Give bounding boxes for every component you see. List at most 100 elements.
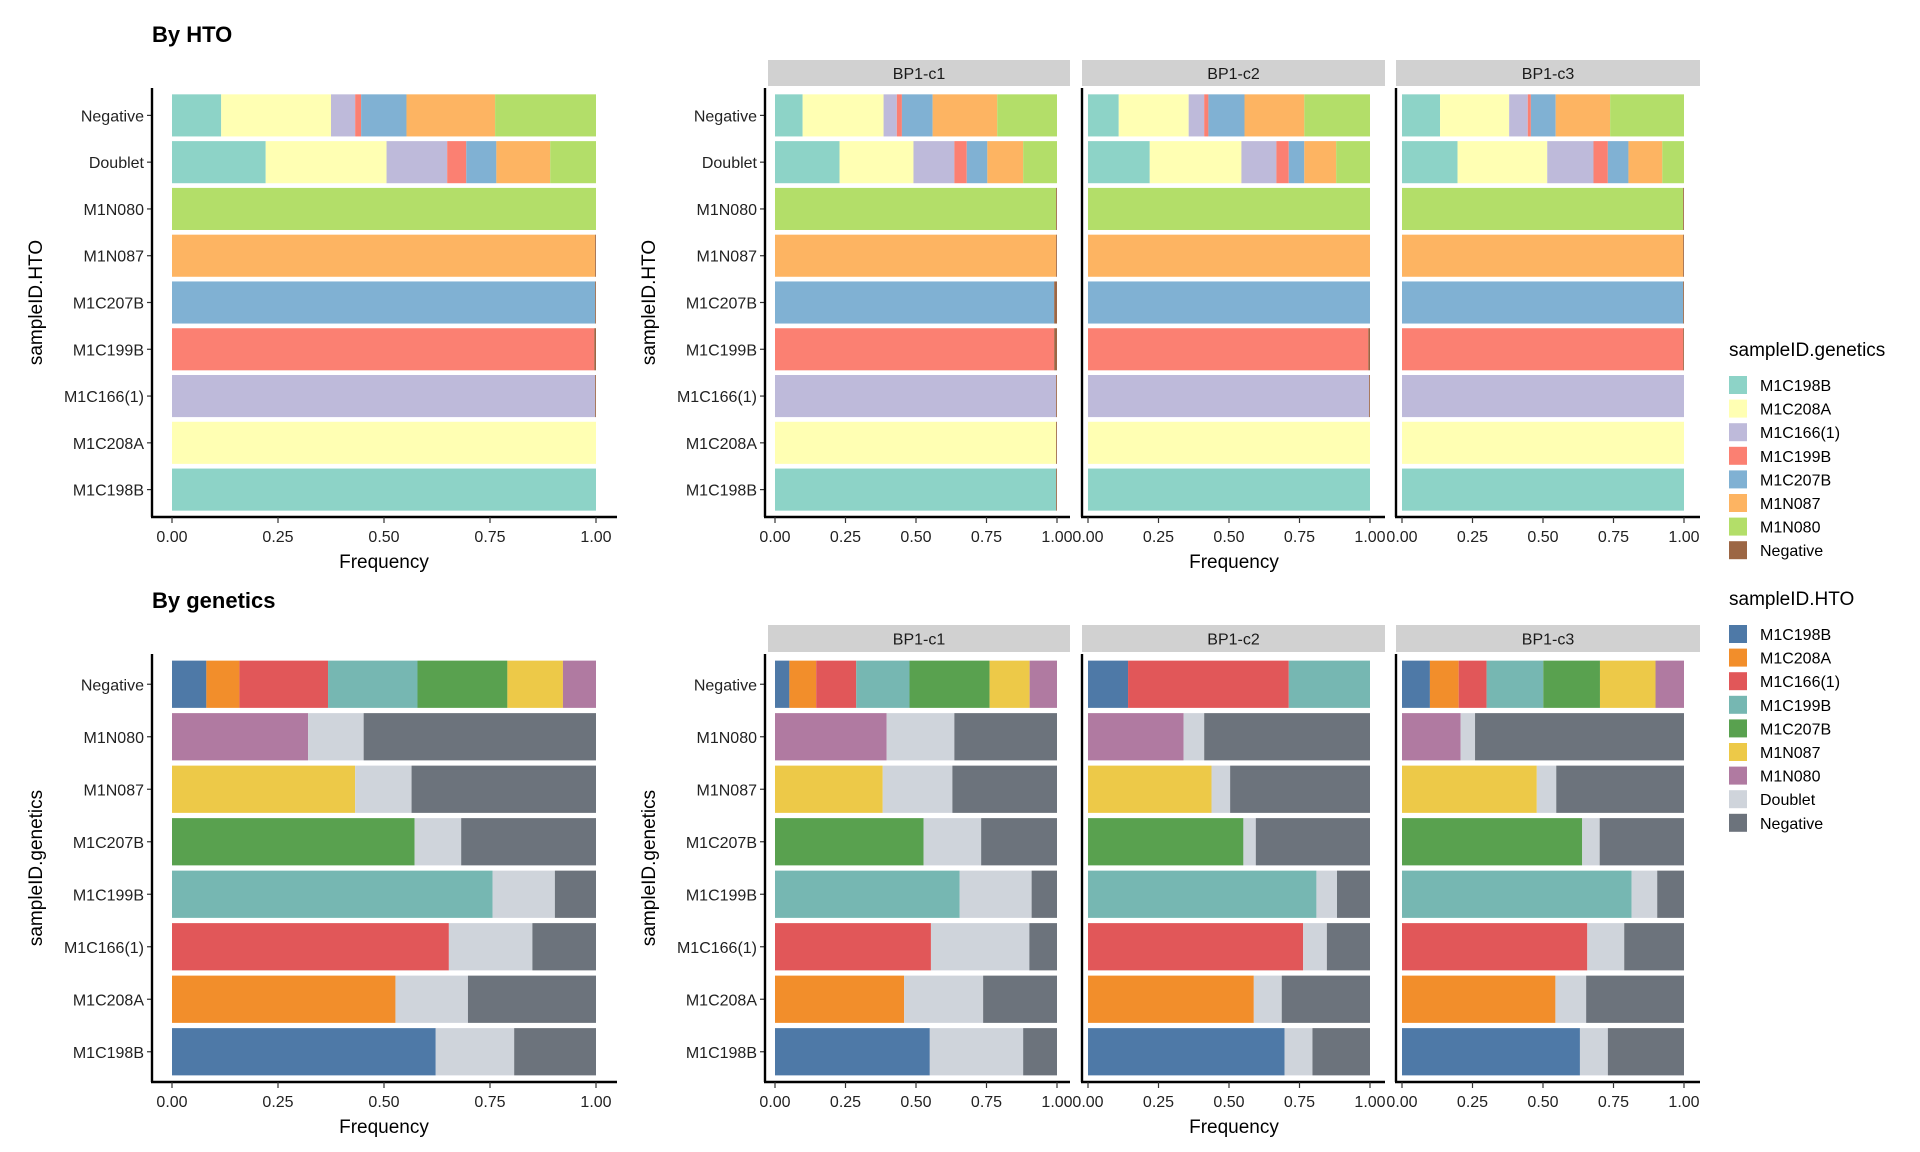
bar-segment: [1402, 923, 1588, 971]
legend-label: M1C208A: [1760, 402, 1831, 419]
x-tick-label: 0.50: [368, 529, 399, 546]
legend-key: [1729, 672, 1747, 691]
x-axis-title: Frequency: [1189, 1117, 1279, 1138]
bar-segment: [1579, 1028, 1608, 1076]
x-tick-label: 0.25: [1143, 1094, 1174, 1111]
bar-segment: [594, 328, 596, 371]
bar-segment: [1326, 923, 1370, 971]
legend-label: Negative: [1760, 543, 1823, 560]
y-tick-label: M1C207B: [686, 835, 757, 852]
legend-key: [1729, 648, 1747, 667]
bar-segment: [1128, 660, 1289, 708]
legend-label: M1C166(1): [1760, 425, 1840, 442]
facet-strip: [1082, 625, 1385, 652]
x-tick-label: 1.00: [1354, 1094, 1385, 1111]
bar-segment: [775, 328, 1055, 371]
bar-segment: [1284, 1028, 1313, 1076]
bar-segment: [987, 141, 1024, 184]
bar-segment: [904, 975, 984, 1023]
x-tick-label: 0.25: [262, 1094, 293, 1111]
bar-segment: [172, 468, 596, 511]
bar-segment: [467, 975, 596, 1023]
x-tick-label: 1.00: [580, 1094, 611, 1111]
bar-segment: [1457, 141, 1548, 184]
bar-segment: [172, 281, 596, 324]
bar-segment: [1607, 141, 1629, 184]
bar-segment: [1402, 660, 1430, 708]
x-tick-label: 0.75: [1598, 1094, 1629, 1111]
y-axis-title: sampleID.HTO: [26, 240, 47, 365]
legend-key: [1729, 790, 1747, 809]
bar-segment: [172, 713, 309, 761]
panels: Negative Doublet M1N080 M1N087 M1C207B M1C199…: [26, 60, 1700, 1138]
bar-segment: [550, 141, 596, 184]
panel-0: Negative Doublet M1N080 M1N087 M1C207B M1C199…: [26, 88, 617, 546]
bar-segment: [496, 141, 551, 184]
y-tick-label: Doublet: [89, 155, 145, 172]
y-tick-label: M1C198B: [73, 1045, 144, 1062]
bar-segment: [172, 818, 415, 866]
bar-segment: [1088, 1028, 1285, 1076]
bar-segment: [172, 94, 222, 137]
bar-segment: [775, 187, 1057, 230]
x-tick-label: 0.50: [1527, 1094, 1558, 1111]
section-title-by-hto: By HTO: [152, 22, 232, 47]
bar-segment: [816, 660, 857, 708]
x-tick-label: 0.75: [474, 529, 505, 546]
facet-strip: [768, 60, 1070, 86]
legend-key: [1729, 695, 1747, 714]
y-tick-label: Negative: [694, 108, 757, 125]
y-tick-label: M1C166(1): [677, 389, 757, 406]
y-tick-label: Doublet: [702, 155, 758, 172]
bar-segment: [172, 328, 595, 371]
bar-segment: [802, 94, 884, 137]
facet-strip-label: BP1-c2: [1207, 66, 1260, 83]
bar-segment: [1460, 713, 1476, 761]
y-tick-label: Negative: [81, 108, 144, 125]
x-tick-label: 0.00: [1386, 1094, 1417, 1111]
bar-segment: [1509, 94, 1528, 137]
bar-segment: [172, 975, 396, 1023]
bar-segment: [1402, 328, 1684, 371]
bar-segment: [461, 818, 596, 866]
x-tick-label: 1.00: [1041, 529, 1072, 546]
bar-segment: [1255, 818, 1370, 866]
bar-segment: [1402, 975, 1556, 1023]
facet-strip: [1396, 60, 1700, 86]
bar-segment: [361, 94, 407, 137]
y-tick-label: M1C208A: [73, 992, 144, 1009]
bar-segment: [532, 923, 596, 971]
legend-key: [1729, 494, 1747, 512]
bar-segment: [1586, 975, 1684, 1023]
bar-segment: [239, 660, 329, 708]
bar-segment: [1440, 94, 1510, 137]
legend-label: M1C198B: [1760, 378, 1831, 395]
x-tick-label: 0.00: [1072, 1094, 1103, 1111]
y-tick-label: M1N080: [84, 202, 145, 219]
bar-segment: [1582, 818, 1600, 866]
y-tick-label: Negative: [81, 677, 144, 694]
bar-segment: [507, 660, 563, 708]
legend-label: M1C166(1): [1760, 674, 1840, 691]
legend-genetics: sampleID.genetics M1C198B M1C208A M1C166(1)…: [1729, 340, 1885, 560]
y-tick-label: M1N080: [84, 730, 145, 747]
bar-segment: [775, 234, 1057, 277]
y-tick-label: M1N080: [697, 730, 758, 747]
x-tick-label: 0.75: [1598, 529, 1629, 546]
x-tick-label: 0.00: [759, 1094, 790, 1111]
y-tick-label: M1N087: [84, 249, 145, 266]
x-tick-label: 0.50: [368, 1094, 399, 1111]
bar-segment: [331, 94, 356, 137]
bar-segment: [1599, 818, 1684, 866]
legend-title: sampleID.HTO: [1729, 589, 1854, 610]
bar-segment: [929, 1028, 1024, 1076]
x-tick-label: 0.50: [900, 1094, 931, 1111]
bar-segment: [514, 1028, 596, 1076]
bar-segment: [1088, 94, 1119, 137]
x-tick-label: 0.75: [971, 529, 1002, 546]
bar-segment: [1369, 375, 1370, 418]
x-tick-label: 0.75: [1284, 1094, 1315, 1111]
bar-segment: [1336, 141, 1370, 184]
bar-segment: [495, 94, 596, 137]
x-tick-label: 0.00: [759, 529, 790, 546]
